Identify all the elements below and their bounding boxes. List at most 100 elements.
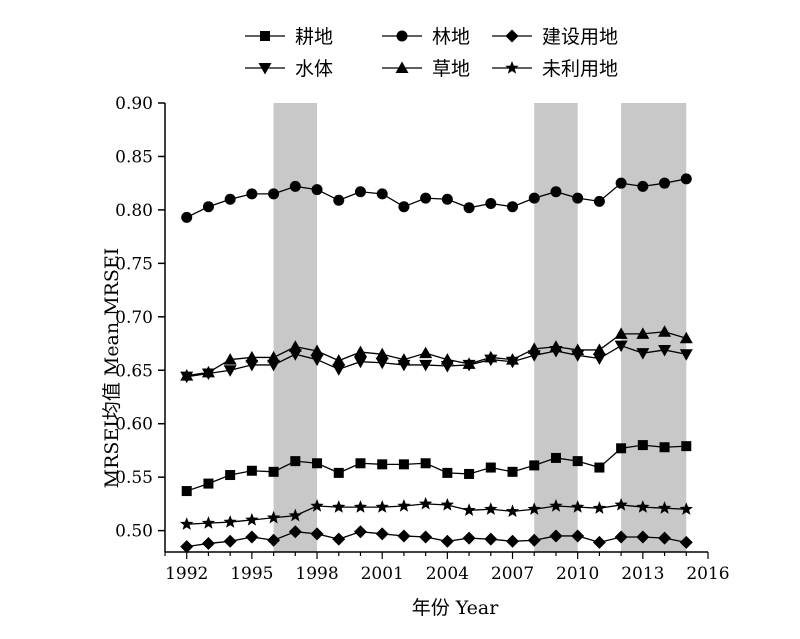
legend-label: 林地 — [432, 26, 470, 48]
data-point — [332, 532, 346, 546]
data-point — [353, 500, 368, 513]
data-point — [614, 340, 628, 353]
y-tick-label: 0.90 — [115, 94, 153, 114]
series-layer — [180, 173, 693, 554]
data-point — [636, 348, 650, 360]
data-point — [572, 192, 584, 204]
data-point — [181, 211, 193, 223]
data-point — [659, 442, 670, 453]
data-point — [440, 353, 454, 365]
data-point — [289, 180, 301, 192]
data-point — [354, 186, 366, 198]
axes: 0.50 0.55 0.60 0.65 0.70 0.75 0.80 0.85 0.90 1992… — [115, 94, 729, 584]
series-5 — [180, 325, 693, 381]
data-point — [462, 531, 476, 545]
data-point — [484, 532, 498, 546]
data-point — [571, 500, 585, 513]
data-point — [637, 440, 648, 451]
data-point — [636, 530, 650, 544]
legend-item-4: 水体 — [245, 58, 333, 80]
data-point — [658, 344, 672, 357]
data-point — [528, 192, 540, 204]
data-point — [657, 501, 672, 514]
data-point — [549, 340, 563, 352]
y-tick-label: 0.85 — [115, 147, 153, 167]
data-point — [377, 459, 388, 470]
data-point — [397, 499, 411, 512]
data-point — [376, 188, 388, 200]
series-3 — [180, 525, 693, 554]
data-point — [549, 499, 563, 512]
data-point — [398, 459, 409, 470]
data-point — [290, 456, 301, 467]
data-point — [659, 177, 671, 189]
data-point — [266, 510, 281, 524]
data-point — [180, 517, 194, 530]
data-point — [181, 486, 192, 497]
data-point — [507, 201, 519, 213]
data-point — [375, 500, 389, 513]
data-point — [527, 533, 541, 547]
data-point — [225, 470, 236, 481]
data-point — [616, 443, 627, 454]
data-point — [506, 353, 520, 365]
data-point — [658, 325, 672, 337]
data-point — [333, 194, 345, 206]
data-point — [593, 195, 605, 207]
data-point — [592, 535, 606, 549]
data-point — [245, 530, 259, 544]
data-point — [420, 192, 432, 204]
data-point — [549, 529, 563, 543]
x-tick-label: 2010 — [556, 564, 599, 584]
data-point — [375, 527, 389, 541]
data-point — [463, 202, 475, 214]
data-point — [680, 173, 692, 185]
data-point — [571, 529, 585, 543]
data-point — [419, 346, 433, 359]
data-point — [223, 534, 237, 548]
data-point — [484, 502, 498, 515]
data-point — [658, 531, 672, 545]
data-point — [332, 364, 346, 376]
data-point — [614, 327, 628, 339]
data-point — [201, 536, 215, 550]
data-point — [636, 500, 650, 513]
data-point — [223, 365, 237, 377]
data-point — [440, 534, 454, 548]
data-point — [529, 460, 540, 471]
data-point — [353, 345, 367, 358]
data-point — [202, 201, 214, 213]
series-line — [186, 331, 687, 377]
data-point — [506, 534, 520, 548]
data-point — [375, 347, 389, 360]
data-point — [419, 359, 433, 372]
data-point — [333, 467, 344, 478]
legend-label: 水体 — [295, 58, 333, 80]
data-point — [679, 502, 693, 515]
data-point — [550, 186, 562, 198]
data-point — [332, 354, 346, 366]
legend-marker — [396, 30, 408, 42]
series-line — [186, 531, 687, 548]
data-point — [203, 478, 214, 489]
data-point — [267, 350, 281, 363]
series-2 — [181, 173, 692, 223]
data-point — [571, 343, 585, 355]
data-point — [527, 502, 541, 515]
data-point — [223, 353, 237, 365]
x-tick-label: 2016 — [686, 564, 729, 584]
data-point — [442, 467, 453, 478]
data-point — [485, 462, 496, 473]
data-point — [355, 458, 366, 469]
legend-label: 未利用地 — [542, 58, 618, 80]
data-point — [550, 452, 561, 463]
data-point — [418, 496, 433, 510]
x-tick-label: 1992 — [165, 564, 208, 584]
series-line — [186, 444, 687, 492]
data-point — [310, 527, 324, 541]
data-point — [462, 357, 476, 369]
data-point — [332, 500, 346, 513]
series-1 — [181, 440, 692, 497]
data-point — [268, 188, 280, 200]
